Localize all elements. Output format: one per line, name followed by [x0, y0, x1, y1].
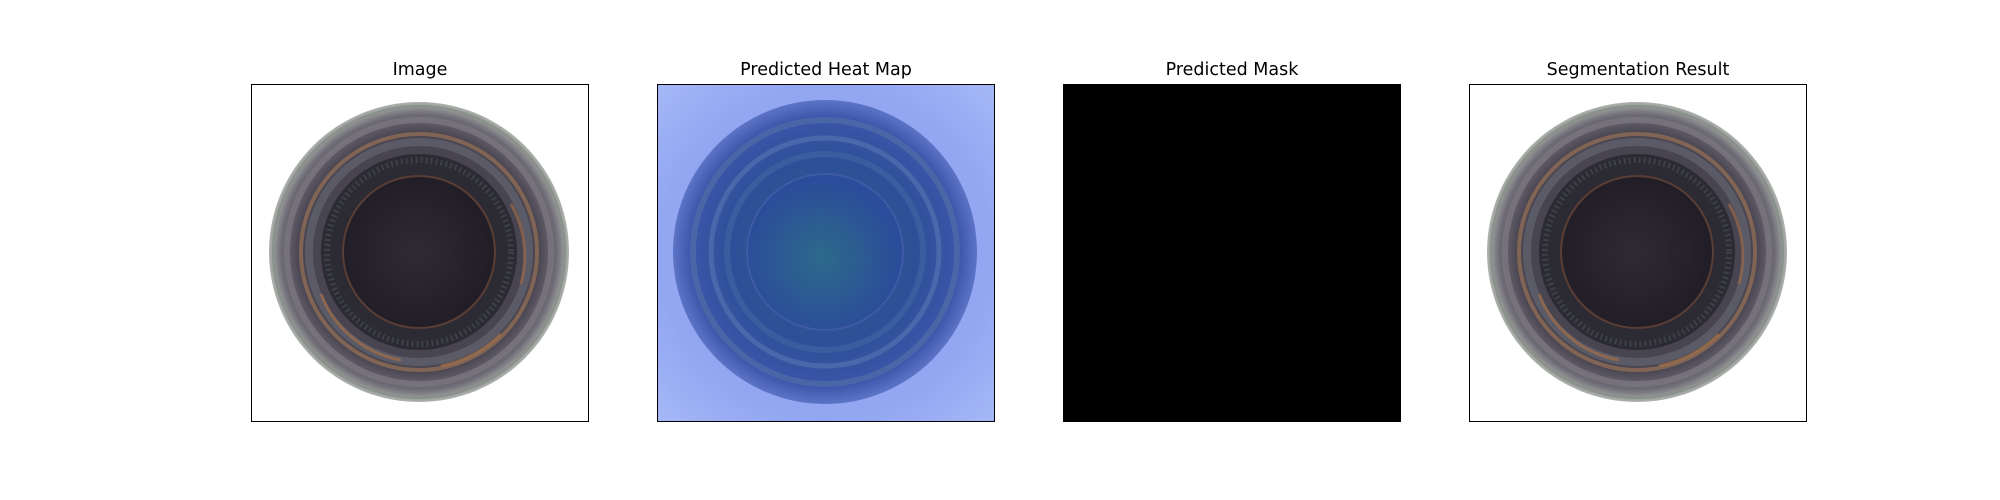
image-panel: [251, 84, 589, 422]
heatmap-panel: [657, 84, 995, 422]
panel-title-heatmap: Predicted Heat Map: [740, 60, 912, 80]
segmentation-panel: [1469, 84, 1807, 422]
mask-panel: [1063, 84, 1401, 422]
bottle-photo: [251, 84, 589, 422]
panel-title-segmentation: Segmentation Result: [1546, 60, 1730, 80]
mask-panel-frame: [1063, 84, 1401, 422]
panel-title-image: Image: [392, 60, 448, 80]
heatmap-overlay: [657, 84, 995, 422]
segmentation-photo: [1469, 84, 1807, 422]
panel-title-mask: Predicted Mask: [1165, 60, 1299, 80]
